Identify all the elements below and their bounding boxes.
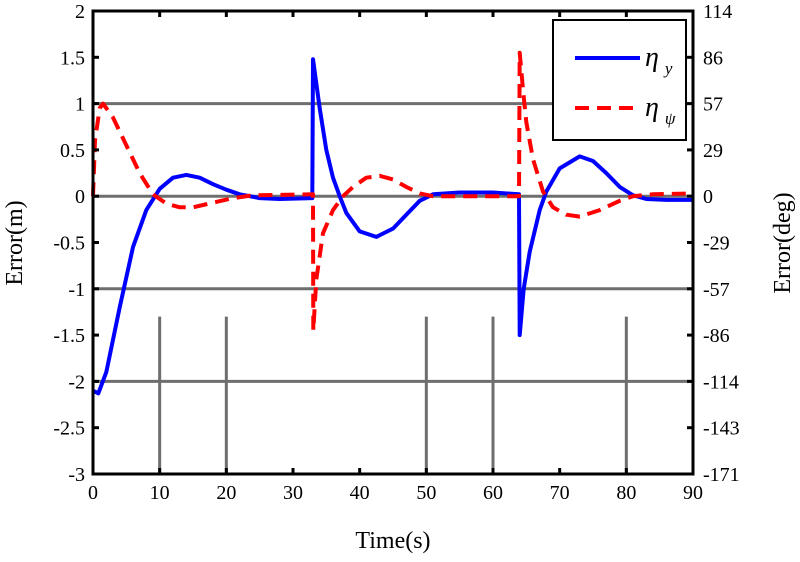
y-tick-label-left: 2 (75, 1, 85, 23)
y-tick-label-right: 57 (703, 94, 723, 116)
y-tick-label-right: -114 (703, 371, 739, 393)
y-tick-label-left: -1 (68, 279, 85, 301)
x-tick-label: 70 (550, 482, 570, 504)
y-tick-label-left: -3 (68, 464, 85, 486)
y-tick-label-right: -171 (703, 464, 740, 486)
y-tick-label-left: 1 (75, 94, 85, 116)
y-tick-label-right: -143 (703, 418, 740, 440)
x-tick-label: 40 (350, 482, 370, 504)
y-tick-label-left: -2.5 (53, 418, 85, 440)
y-tick-label-right: 114 (703, 1, 732, 23)
y-tick-label-right: 0 (703, 186, 713, 208)
y-tick-label-right: 86 (703, 47, 723, 69)
x-tick-label: 80 (616, 482, 636, 504)
x-tick-label: 60 (483, 482, 503, 504)
y-tick-label-right: -86 (703, 325, 730, 347)
x-tick-label: 0 (88, 482, 98, 504)
x-tick-label: 90 (683, 482, 703, 504)
y-tick-label-right: -57 (703, 279, 730, 301)
ticks: 0 10 20 30 40 50 60 70 80 90 2 114 1.5 86 1 57 0.5 29 0 0 -0… (53, 1, 739, 504)
series-line-eta-y (92, 57, 693, 396)
grid (93, 102, 693, 474)
series-line-eta-psi (91, 50, 694, 333)
y-tick-label-right: 29 (703, 140, 723, 162)
x-tick-label: 30 (283, 482, 303, 504)
y-axis-label-left: Error(m) (2, 200, 28, 285)
y-tick-label-left: 0.5 (60, 140, 85, 162)
x-tick-label: 50 (416, 482, 436, 504)
x-tick-label: 10 (150, 482, 170, 504)
series-layer (91, 50, 694, 396)
y-tick-label-left: -1.5 (53, 325, 85, 347)
y-tick-label-left: -0.5 (53, 233, 85, 255)
legend-box (552, 19, 687, 141)
y-tick-label-left: -2 (68, 371, 85, 393)
x-tick-label: 20 (216, 482, 236, 504)
y-tick-label-left: 0 (75, 186, 85, 208)
y-tick-label-left: 1.5 (60, 47, 85, 69)
y-axis-label-right: Error(deg) (770, 192, 796, 293)
y-tick-label-right: -29 (703, 233, 730, 255)
x-axis-label: Time(s) (355, 528, 430, 554)
